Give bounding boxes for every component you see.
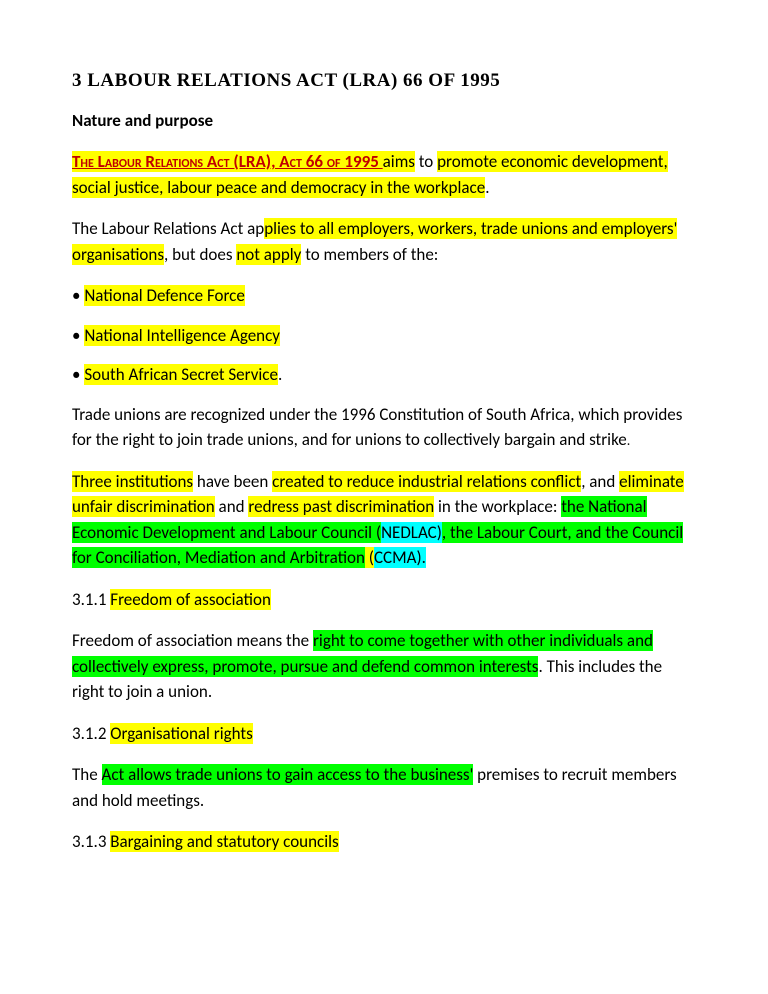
text-span: to members of the: xyxy=(301,244,438,265)
bullet-dot: • xyxy=(72,364,84,385)
text-span: CCMA). xyxy=(374,547,426,568)
text-span: and xyxy=(215,496,249,517)
bullet-text: National Defence Force xyxy=(84,285,245,306)
text-span: Three institutions xyxy=(72,471,193,492)
subheading-nature: Nature and purpose xyxy=(72,110,696,131)
text-span: . xyxy=(627,432,631,449)
text-span: , but does xyxy=(164,244,236,265)
paragraph-4: Three institutions have been created to … xyxy=(72,469,696,571)
text-span: Freedom of association means the xyxy=(72,630,313,651)
section-3-1-3: 3.1.3 Bargaining and statutory councils xyxy=(72,829,696,855)
text-span: NEDLAC) xyxy=(381,522,442,543)
act-link[interactable]: The Labour Relations Act (LRA), Act 66 o… xyxy=(72,151,383,172)
paragraph-6: The Act allows trade unions to gain acce… xyxy=(72,762,696,813)
paragraph-1: The Labour Relations Act (LRA), Act 66 o… xyxy=(72,149,696,200)
section-title: Freedom of association xyxy=(110,589,271,610)
text-span: ( xyxy=(365,547,374,568)
document-page: 3 LABOUR RELATIONS ACT (LRA) 66 OF 1995 … xyxy=(0,0,768,921)
text-span: Trade unions are recognized under the 19… xyxy=(72,404,682,451)
text-span: Act allows trade unions to gain access t… xyxy=(102,764,474,785)
text-span: , and xyxy=(581,471,619,492)
bullet-dot: • xyxy=(72,285,84,306)
text-span: The Labour Relations Act ap xyxy=(72,218,264,239)
paragraph-2: The Labour Relations Act applies to all … xyxy=(72,216,696,267)
section-3-1-1: 3.1.1 Freedom of association xyxy=(72,587,696,613)
section-number: 3.1.2 xyxy=(72,723,110,744)
bullet-dot: • xyxy=(72,325,84,346)
section-3-1-2: 3.1.2 Organisational rights xyxy=(72,721,696,747)
section-number: 3.1.3 xyxy=(72,831,110,852)
bullet-text: National Intelligence Agency xyxy=(84,325,280,346)
section-number: 3.1.1 xyxy=(72,589,110,610)
document-title: 3 LABOUR RELATIONS ACT (LRA) 66 OF 1995 xyxy=(72,70,696,92)
text-span: to xyxy=(415,151,437,172)
text-span: aims xyxy=(383,151,415,172)
bullet-2: • National Intelligence Agency xyxy=(72,323,696,349)
section-title: Organisational rights xyxy=(110,723,252,744)
text-span: have been xyxy=(193,471,272,492)
bullet-1: • National Defence Force xyxy=(72,283,696,309)
paragraph-3: Trade unions are recognized under the 19… xyxy=(72,402,696,453)
text-span: not apply xyxy=(236,244,301,265)
text-span: . xyxy=(278,364,282,385)
bullet-3: • South African Secret Service. xyxy=(72,362,696,388)
text-span: . xyxy=(485,177,489,198)
text-span: The xyxy=(72,764,102,785)
bullet-text: South African Secret Service xyxy=(84,364,278,385)
text-span: redress past discrimination xyxy=(248,496,434,517)
section-title: Bargaining and statutory councils xyxy=(110,831,338,852)
text-span: in the workplace: xyxy=(434,496,561,517)
paragraph-5: Freedom of association means the right t… xyxy=(72,628,696,705)
text-span: , xyxy=(442,522,450,543)
text-span: created to reduce industrial relations c… xyxy=(272,471,581,492)
